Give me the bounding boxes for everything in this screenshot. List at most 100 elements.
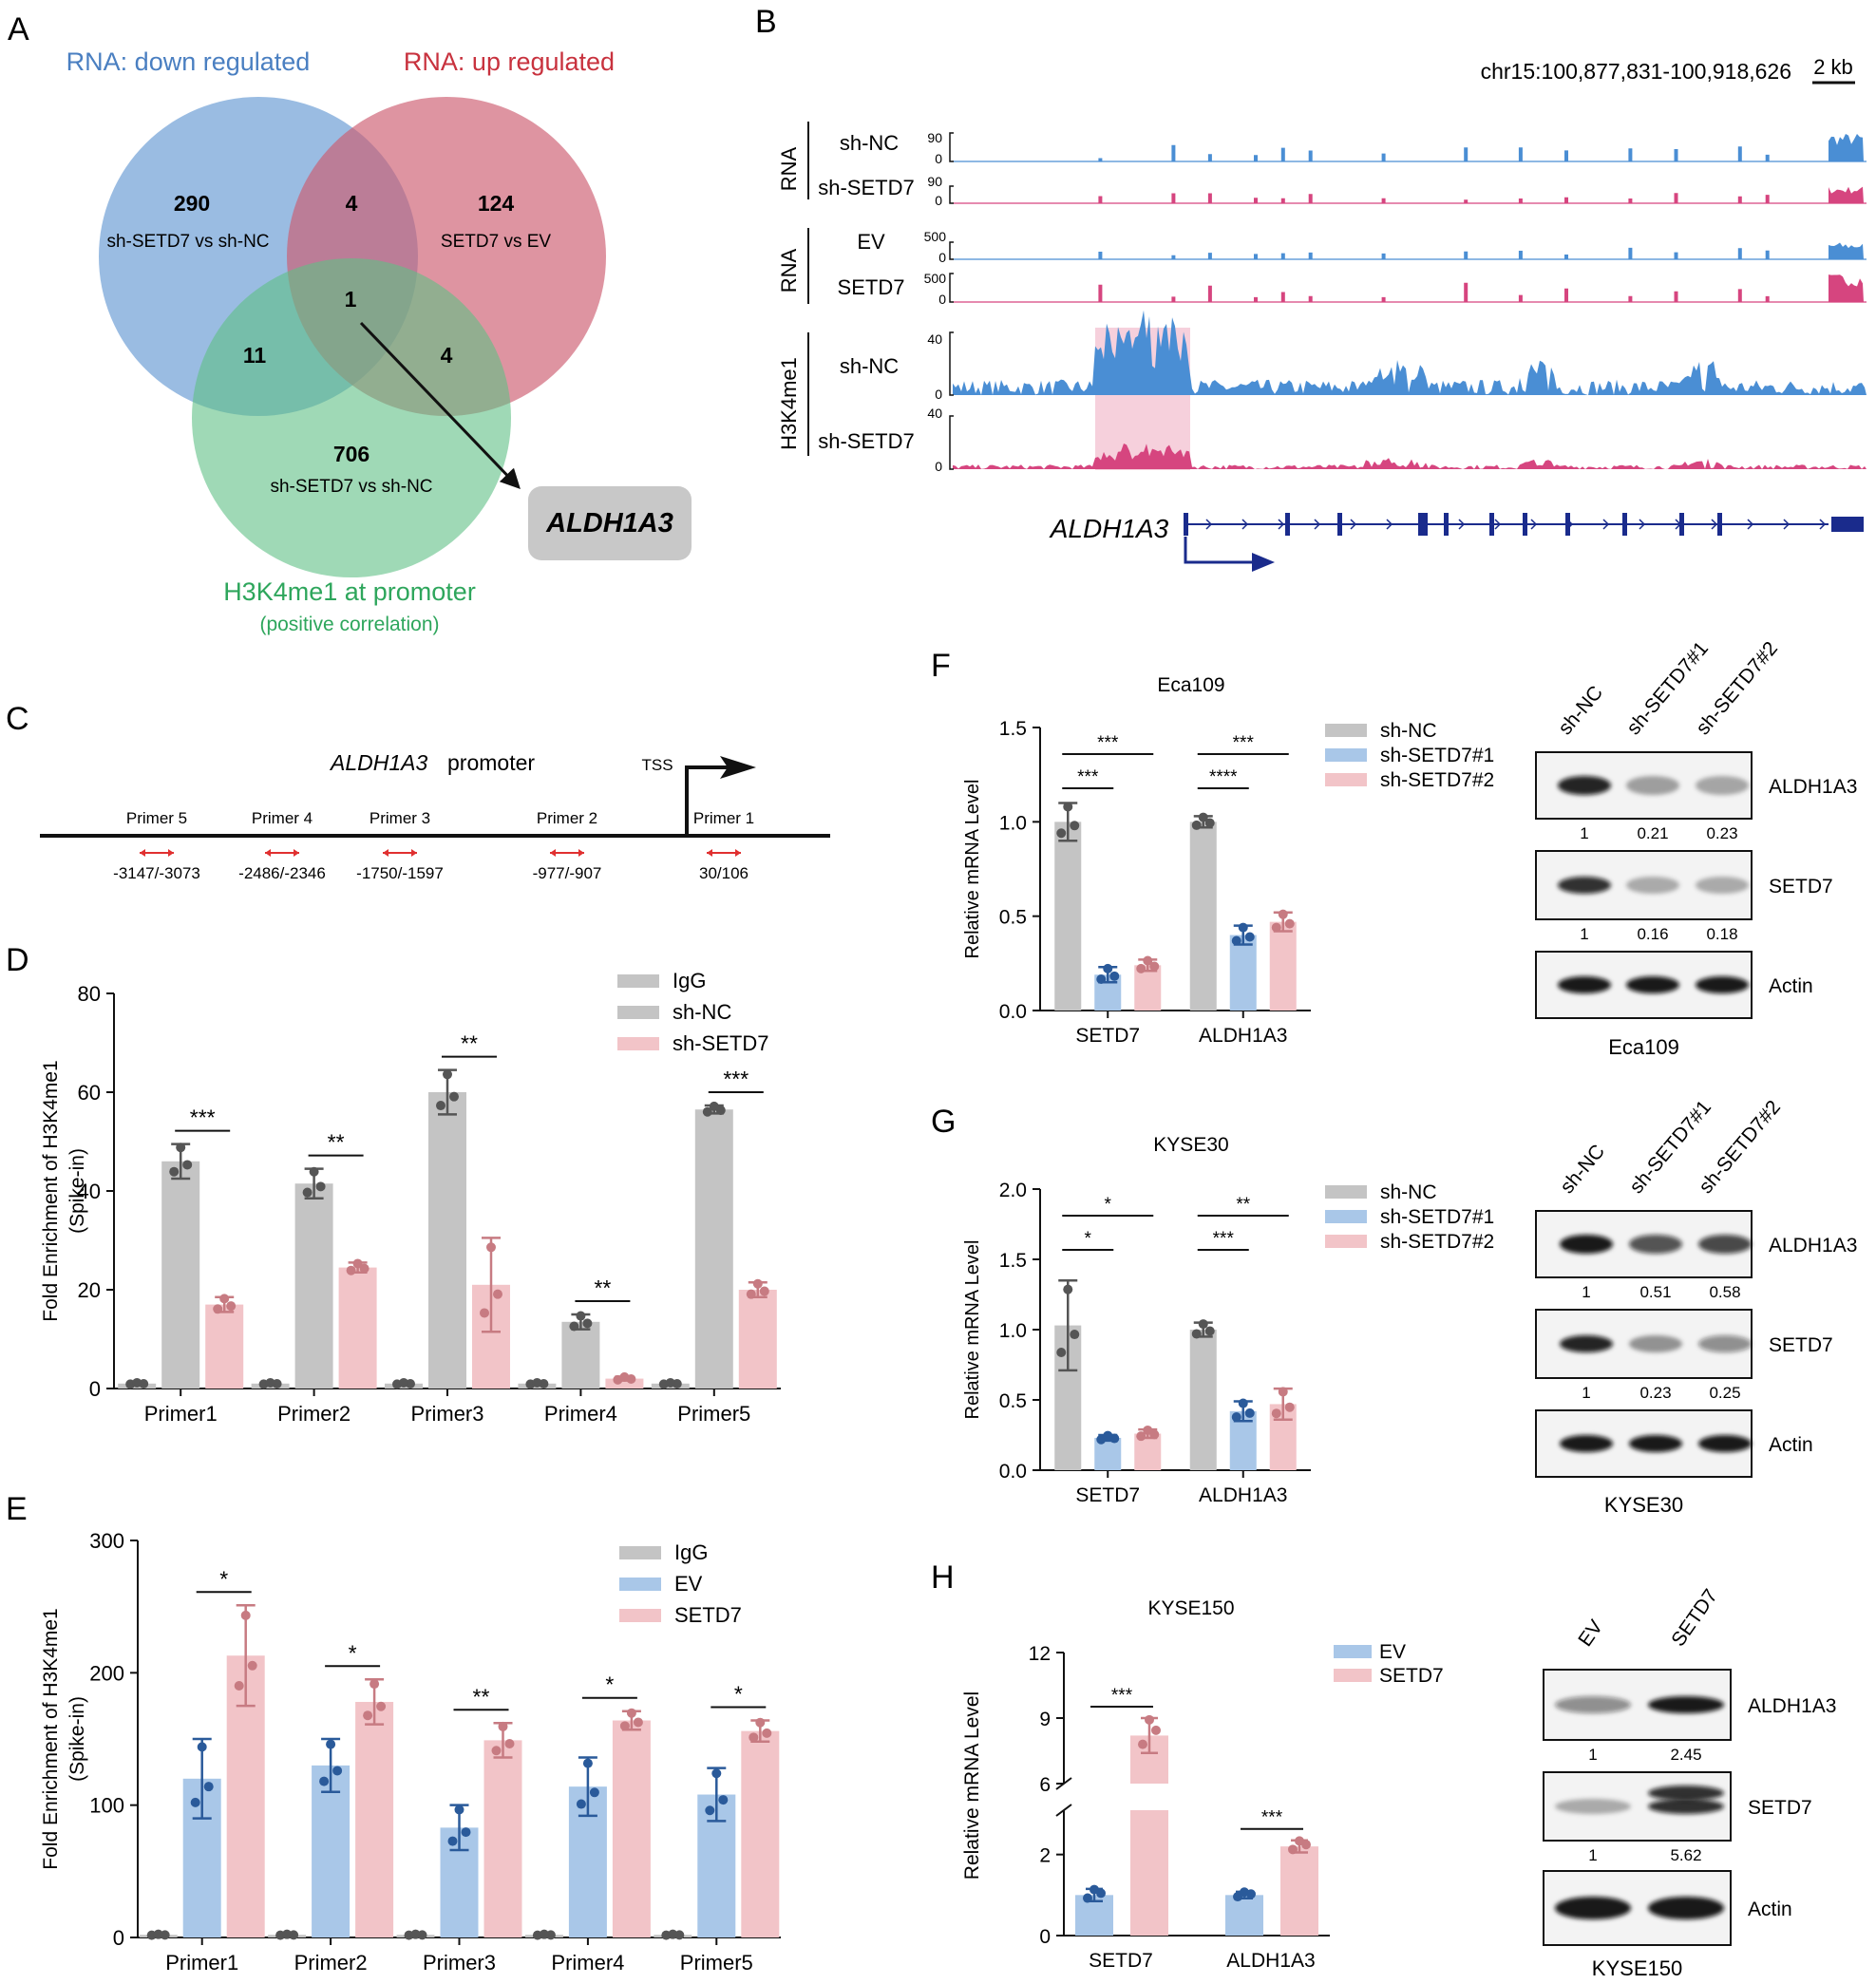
track-group-rna-2: RNA [777,248,801,293]
data-point [436,1101,445,1111]
gene-utr [1831,517,1864,532]
blot-band [1698,1435,1752,1452]
blot-quant: 1 [1588,1746,1597,1764]
panel-letter-b: B [755,4,777,40]
track-rna-setd7-peaks [1098,282,1770,302]
legend-label: sh-SETD7#2 [1380,1231,1494,1253]
sig-label: *** [723,1067,749,1091]
data-point [705,1805,715,1816]
data-point [1284,1402,1295,1412]
data-point [1070,1330,1080,1340]
legend-label: EV [674,1572,703,1596]
data-point [576,1311,586,1321]
venn-label-h3: H3K4me1 at promoter [223,577,476,606]
data-point [213,1304,223,1314]
primer-name: Primer 1 [693,809,754,827]
data-point [1191,820,1202,830]
data-point [1070,821,1080,831]
data-point [1198,812,1208,822]
data-point [265,1377,275,1388]
data-point [1143,1425,1153,1435]
blot-band [1696,776,1749,795]
sig-label: ** [1236,1195,1250,1215]
data-point [1109,971,1120,981]
data-point [1063,1284,1073,1294]
data-point [309,1166,319,1177]
data-point [449,1091,459,1102]
gene-strand-chevron [1386,519,1393,530]
blot-band [1629,1235,1682,1254]
bar [312,1765,351,1937]
y-tick-label: 0.0 [999,1461,1027,1483]
data-point [219,1294,230,1304]
x-tick-label: Primer4 [551,1951,624,1975]
venn-arrow [359,321,521,490]
panel-letter-c: C [6,701,29,737]
data-point [302,1187,313,1198]
data-point [486,1242,496,1253]
blot-band [1560,1335,1613,1352]
legend-swatch [619,1578,661,1591]
panel-letter-d: D [6,942,29,978]
legend-label: EV [1379,1641,1406,1663]
data-point [132,1377,142,1388]
data-point [1278,1387,1288,1397]
bar [205,1304,244,1389]
track-h3k4me1-shnc-axis [949,331,954,396]
data-point [346,1265,356,1275]
primer-range: -977/-907 [533,864,602,882]
data-point [1271,1408,1281,1419]
blot-quant: 0.16 [1637,925,1668,943]
data-point [619,1721,630,1731]
x-tick-label: SETD7 [1089,1950,1153,1972]
coverage-tracks [949,132,1867,470]
y-tick-label: 0 [89,1377,101,1401]
y-tick-label: 0 [113,1926,124,1950]
track-rna-shnc-axis [949,132,954,162]
blot-cell-line: Eca109 [1608,1035,1679,1059]
y-tick-label: 2 [1039,1845,1051,1867]
data-point [1204,1326,1215,1336]
blot-band [1626,877,1679,894]
venn-count-blue-red: 4 [346,191,358,216]
gene-exon [1489,513,1494,536]
gene-box [528,486,692,560]
panel-letter-f: F [931,648,951,684]
legend-label: sh-SETD7#1 [1380,745,1494,766]
venn-count-red: 124 [478,191,515,216]
y-tick-label: 200 [89,1661,124,1685]
gene-exon [1285,513,1290,536]
data-point [1238,922,1248,933]
y-tick-label: 60 [78,1081,101,1105]
data-point [410,1929,421,1939]
sig-label: **** [1209,767,1238,787]
sig-label: *** [1213,1229,1235,1249]
data-point [1149,961,1160,972]
blot-band [1629,1335,1682,1352]
bar [605,1378,644,1389]
legend-swatch [617,974,659,988]
gene-strand-chevron [1494,519,1502,530]
gene-strand-chevron [1205,519,1213,530]
blot-band [1558,776,1611,795]
data-point [169,1166,180,1177]
sig-label: *** [1261,1808,1283,1828]
primer-name: Primer 5 [126,809,187,827]
track-group-h3k4me1: H3K4me1 [777,357,801,450]
panel-letter-e: E [6,1491,28,1527]
track-scale-6-max: 40 [927,406,942,421]
y-tick-label: 6 [1039,1774,1051,1796]
data-point [498,1721,508,1731]
gene-exon [1184,513,1188,536]
data-point [759,1286,769,1296]
data-point [746,1289,756,1299]
panel-letter-a: A [8,11,29,47]
data-point [626,1708,636,1718]
gene-strand-chevron [1278,519,1285,530]
blot-band [1698,1235,1752,1254]
bar [483,1740,522,1937]
blot-quant: 0.25 [1709,1384,1740,1402]
bar [694,1109,733,1389]
x-tick-label: ALDH1A3 [1226,1950,1315,1972]
